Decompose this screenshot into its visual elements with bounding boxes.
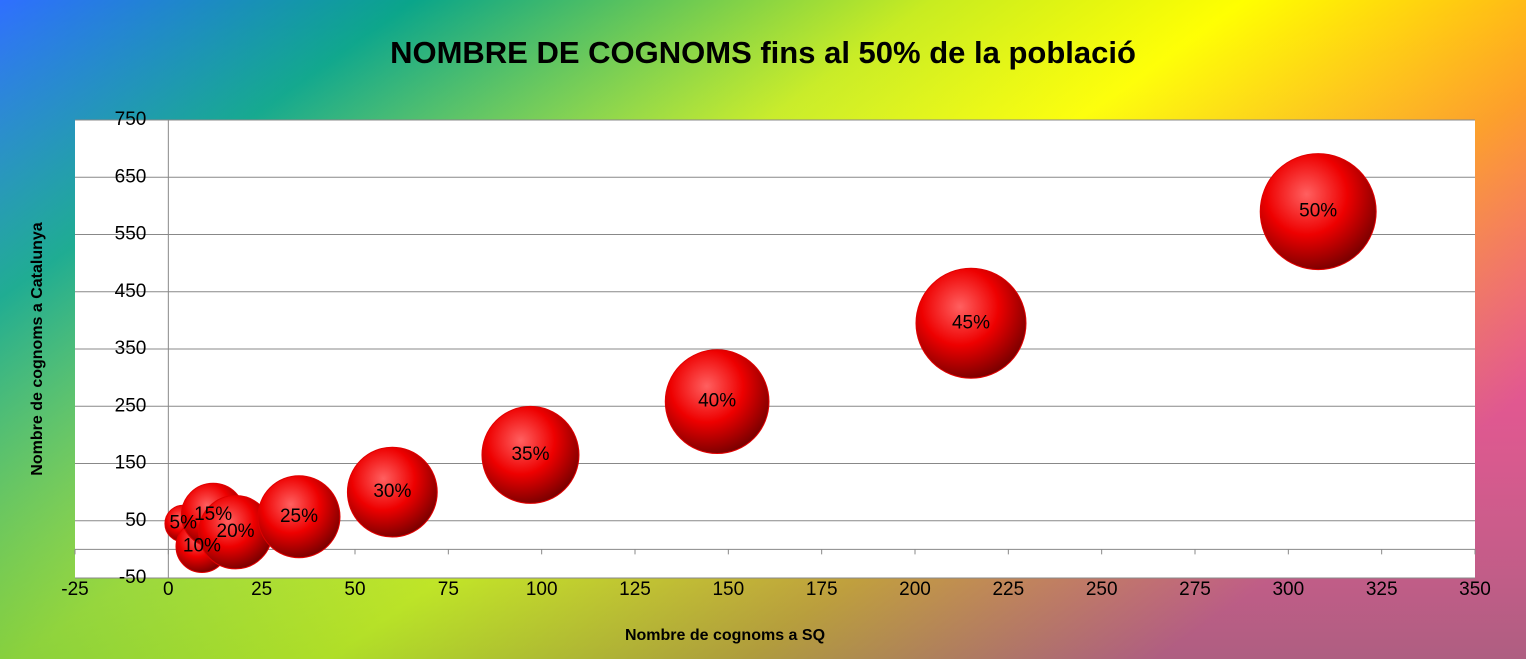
x-axis-title: Nombre de cognoms a SQ <box>625 627 825 644</box>
data-label: 25% <box>280 506 318 527</box>
x-tick-label: 150 <box>712 579 744 600</box>
data-label: 30% <box>373 481 411 502</box>
y-tick-label: 750 <box>115 109 147 130</box>
data-label: 5% <box>170 513 198 534</box>
x-tick-label: 275 <box>1179 579 1211 600</box>
y-tick-label: 450 <box>115 281 147 302</box>
chart-title: NOMBRE DE COGNOMS fins al 50% de la pobl… <box>390 35 1136 70</box>
bubble <box>257 475 341 559</box>
x-tick-label: 300 <box>1272 579 1304 600</box>
y-tick-label: 150 <box>115 453 147 474</box>
x-tick-label: 100 <box>526 579 558 600</box>
data-label: 35% <box>511 444 549 465</box>
y-tick-label: 550 <box>115 224 147 245</box>
bubble <box>481 405 580 504</box>
data-label: 50% <box>1299 201 1337 222</box>
x-tick-label: -25 <box>61 579 88 600</box>
x-tick-label: 325 <box>1366 579 1398 600</box>
y-tick-label: 650 <box>115 166 147 187</box>
bubble <box>1259 153 1377 271</box>
y-axis-title: Nombre de cognoms a Catalunya <box>29 222 46 475</box>
bubble <box>664 349 770 455</box>
bubble <box>915 267 1027 379</box>
data-label: 45% <box>952 312 990 333</box>
x-tick-label: 350 <box>1459 579 1491 600</box>
x-tick-label: 0 <box>163 579 174 600</box>
data-label: 10% <box>183 536 221 557</box>
data-label: 15% <box>194 504 232 525</box>
x-tick-label: 225 <box>992 579 1024 600</box>
x-tick-label: 175 <box>806 579 838 600</box>
x-tick-label: 25 <box>251 579 272 600</box>
x-tick-label: 200 <box>899 579 931 600</box>
x-tick-label: 50 <box>344 579 365 600</box>
x-tick-label: 125 <box>619 579 651 600</box>
y-tick-label: 350 <box>115 338 147 359</box>
x-tick-label: 75 <box>438 579 459 600</box>
y-tick-label: 50 <box>125 510 146 531</box>
x-tick-label: 250 <box>1086 579 1118 600</box>
y-tick-label: -50 <box>119 567 146 588</box>
data-label: 40% <box>698 391 736 412</box>
data-label: 20% <box>217 521 255 542</box>
bubble <box>346 446 438 538</box>
y-tick-label: 250 <box>115 395 147 416</box>
